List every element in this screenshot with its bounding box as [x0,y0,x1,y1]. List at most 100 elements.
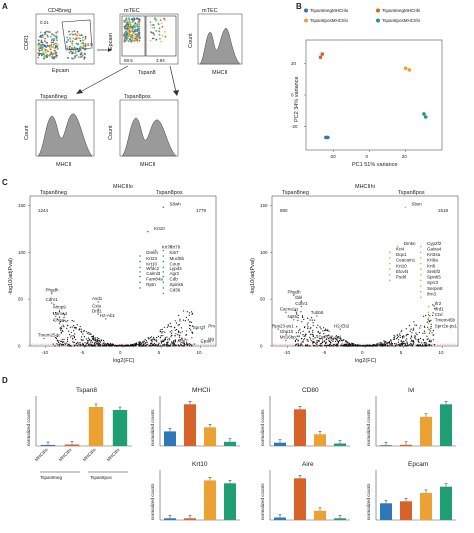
density-dot [135,24,138,26]
density-dot [37,52,40,54]
volcano-point [323,333,325,335]
volcano-point [297,319,299,321]
volcano-point [172,343,174,345]
volcano-point [80,339,82,341]
volcano-point [149,344,151,346]
volcano-point [94,342,96,344]
volcano-point-highlight [285,334,287,336]
volcano-point [338,336,340,338]
density-dot [56,43,59,46]
volcano-point [120,345,122,347]
axis-label-y: -log10(adjPval) [8,258,14,295]
volcano-point [330,337,332,339]
density-dot [52,41,55,44]
volcano-point [102,343,104,345]
volcano-point [80,328,82,330]
count-left: 880 [280,208,288,213]
volcano-point [391,342,393,344]
volcano-point [180,327,182,329]
density-dot [40,36,43,39]
gene-label: Psdrl [396,275,406,280]
volcano-point [433,305,435,307]
density-dot [44,51,47,53]
volcano-point [347,342,349,344]
volcano-point [74,333,76,335]
volcano-point-highlight [389,257,391,259]
density-dot [54,51,57,54]
panel-letter-b: B [296,2,302,11]
volcano-point [146,343,149,345]
volcano-point [155,345,157,347]
volcano-point [407,343,409,345]
density-dot [67,39,69,41]
volcano-point [300,337,303,340]
density-dot [80,34,83,37]
volcano-point [405,339,407,341]
density-dot [52,45,54,48]
density-dot [75,47,77,50]
density-dot [130,41,133,43]
volcano-point [144,342,147,344]
volcano-point [376,343,378,345]
volcano-point [328,339,330,341]
volcano-point-highlight [201,328,203,330]
gene-label: Wfdc2 [146,266,159,271]
volcano-point [103,343,105,345]
volcano-point [78,345,80,347]
density-dot [45,41,48,44]
volcano-point [59,328,61,330]
volcano-point-highlight [147,230,149,233]
axis-label-x: Epcam [52,68,70,74]
density-dot [41,54,43,56]
volcano-point [127,345,130,347]
volcano-point [72,335,74,337]
volcano-point [325,329,327,331]
volcano-point [430,327,432,329]
density-dot [50,35,52,38]
volcano-point [159,345,161,347]
group-label-left: Tspan8neg [282,190,309,196]
density-dot [55,31,58,34]
volcano-point [312,335,314,337]
density-dot [136,18,138,20]
gene-label: Dqx1 [396,252,407,257]
volcano-point [153,342,155,345]
volcano-point [417,338,419,341]
volcano-point [157,335,159,337]
volcano-point [422,315,425,317]
volcano-point-highlight [300,300,303,302]
density-dot [55,54,58,57]
count-right: 1519 [438,208,449,213]
density-dot [125,21,128,24]
volcano-point [327,344,329,346]
density-dot [163,30,166,33]
volcano-point [418,341,420,343]
density-dot [124,33,127,35]
volcano-point [424,343,426,345]
density-dot [53,38,55,40]
volcano-point [381,342,383,344]
density-dot [67,47,70,50]
volcano-point [425,344,428,346]
density-dot [43,40,46,42]
volcano-point [310,327,312,329]
volcano-point [100,340,102,342]
volcano-point [88,338,90,340]
density-dot [134,33,137,35]
volcano-point [183,310,185,312]
volcano-point [295,312,297,314]
density-dot [49,31,51,34]
pca-point [422,112,426,116]
density-dot [158,29,161,32]
volcano-point [174,335,176,337]
volcano-point [428,320,430,322]
volcano-point [169,345,171,347]
density-dot [66,36,69,39]
density-dot [38,52,41,55]
gene-label: Spink5 [427,275,441,280]
density-dot [160,22,163,25]
legend-swatch [304,18,308,23]
volcano-point [66,327,68,329]
volcano-point [303,339,305,341]
volcano-point [393,345,395,347]
